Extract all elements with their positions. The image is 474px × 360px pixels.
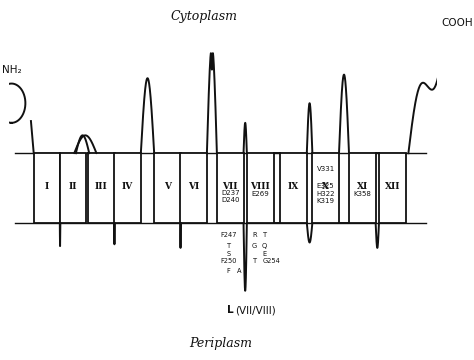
Text: XII: XII <box>384 182 400 191</box>
Text: E325
H322
K319: E325 H322 K319 <box>317 183 335 204</box>
Text: Cytoplasm: Cytoplasm <box>170 10 237 23</box>
Text: T: T <box>253 258 257 264</box>
Text: S: S <box>227 251 231 257</box>
Text: VI: VI <box>188 182 199 191</box>
Bar <box>34 153 60 223</box>
Text: F: F <box>227 267 230 274</box>
Text: X: X <box>322 182 329 191</box>
Text: E: E <box>263 251 267 257</box>
Text: IV: IV <box>122 182 133 191</box>
Text: D237
D240: D237 D240 <box>221 190 239 203</box>
Text: E269: E269 <box>251 190 269 197</box>
Text: G: G <box>252 243 257 248</box>
Text: F247: F247 <box>220 232 237 238</box>
Text: A: A <box>237 267 242 274</box>
Text: F250: F250 <box>220 258 237 264</box>
Text: COOH: COOH <box>442 18 474 28</box>
Text: NH₂: NH₂ <box>2 64 21 75</box>
Text: R: R <box>252 232 257 238</box>
Bar <box>154 153 181 223</box>
Bar <box>312 153 339 223</box>
Text: VII: VII <box>222 182 238 191</box>
Text: T: T <box>263 232 267 238</box>
Bar <box>60 153 86 223</box>
Bar <box>180 153 207 223</box>
Bar <box>247 153 273 223</box>
Text: II: II <box>69 182 77 191</box>
Text: IX: IX <box>288 182 299 191</box>
Text: VIII: VIII <box>250 182 270 191</box>
Bar <box>114 153 141 223</box>
Text: V331: V331 <box>317 166 335 172</box>
Bar <box>379 153 406 223</box>
Text: I: I <box>45 182 49 191</box>
Text: V: V <box>164 182 171 191</box>
Text: G254: G254 <box>263 258 281 264</box>
Bar <box>88 153 115 223</box>
Text: Periplasm: Periplasm <box>189 337 252 350</box>
Text: L: L <box>228 305 234 315</box>
Text: K358: K358 <box>354 190 371 197</box>
Text: Q: Q <box>262 243 267 248</box>
Bar <box>349 153 375 223</box>
Bar <box>217 153 244 223</box>
Text: T: T <box>227 243 231 248</box>
Bar <box>280 153 307 223</box>
Text: III: III <box>95 182 108 191</box>
Text: XI: XI <box>357 182 368 191</box>
Text: (VII/VIII): (VII/VIII) <box>235 305 276 315</box>
